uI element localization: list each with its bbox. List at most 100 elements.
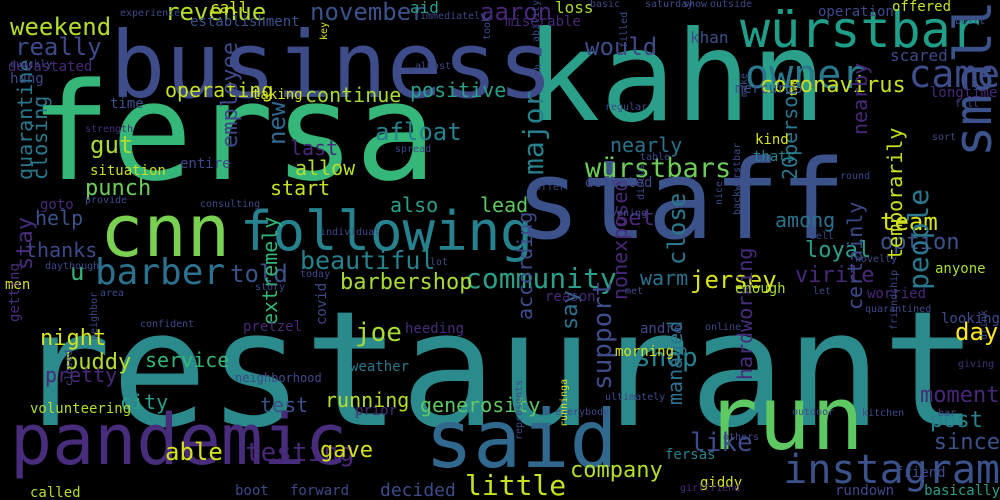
word-106: defeated [585,175,653,191]
word-17: beautiful [300,246,436,275]
word-109: goto [40,197,74,213]
word-145: experience [120,8,181,19]
word-58: night [40,326,107,351]
word-190: friendship [889,269,900,330]
word-8: cnn [100,189,231,273]
word-117: morning [615,344,675,360]
word-97: devastated [8,59,93,75]
word-19: november [310,0,426,26]
word-158: round [840,171,871,182]
word-46: set [615,206,655,231]
word-93: loss [555,0,594,17]
word-138: operation [818,4,894,20]
word-5: run [705,367,864,470]
word-1: fersa [30,54,437,211]
word-21: really [15,33,102,61]
word-144: immediately [420,11,487,22]
word-142: almost [415,61,452,72]
word-111: getting [7,262,23,322]
word-18: würstbars [585,153,732,184]
word-131: enough [735,281,786,297]
word-32: allow [295,156,356,180]
word-175: sort [932,132,957,143]
word-168: others [723,432,760,443]
word-63: nonexposed [608,179,632,300]
word-44: also [390,193,439,217]
word-177: ability [531,0,542,43]
word-3: staff [515,136,847,264]
word-116: heeding [405,321,465,337]
word-80: decided [380,480,456,500]
word-69: like [690,428,753,458]
word-166: ultimately [605,392,666,403]
word-169: outdoor [792,407,835,418]
word-150: lot [430,257,449,268]
word-176: key [319,21,330,40]
word-184: closed [64,349,75,386]
word-26: operating [165,78,274,102]
word-128: forward [290,483,350,499]
word-185: neighborhood [235,371,322,385]
word-23: aaron [480,0,553,26]
word-126: giddy [700,475,743,491]
word-164: met [625,286,644,297]
word-71: service [145,348,230,372]
word-12: owner [745,52,866,98]
word-40: help [35,206,84,230]
word-43: u [70,258,85,286]
word-35: punch [85,176,152,201]
word-101: miserable [505,14,581,30]
word-61: shop [635,343,698,373]
word-66: moment [920,383,1000,408]
word-51: told [230,260,288,288]
word-130: pretzel [243,319,303,335]
word-9: following [240,200,533,263]
word-121: looking [940,311,1000,327]
word-170: kitchen [862,408,905,419]
word-171: bar [938,408,957,419]
word-15: barber [95,252,226,293]
word-118: andre [640,321,683,337]
word-119: anyone [935,261,986,277]
word-41: thanks [25,238,98,262]
word-92: aid [410,0,439,17]
word-24: would [585,33,658,61]
word-140: built [955,16,986,27]
word-114: weather [350,359,410,375]
word-20: weekend [10,13,112,41]
word-156: offer [535,182,566,193]
word-107: entire [180,156,231,172]
word-27: continue [305,83,402,107]
word-183: neighbor [89,291,100,340]
word-99: time [110,96,144,112]
word-98: hung [10,71,44,87]
word-178: took [482,15,493,40]
word-85: extremely [258,216,282,325]
word-188: discus [636,163,647,200]
word-135: saturday [645,0,694,10]
word-68: since [933,430,1000,455]
word-149: individual [320,227,381,238]
word-72: city [120,390,169,414]
word-65: day [955,318,999,346]
word-73: pretty [45,363,118,387]
word-76: generosity [420,393,541,417]
word-50: option [880,230,960,255]
word-0: restaurant [15,276,979,463]
word-181: two [789,78,800,97]
word-173: drink [979,309,990,340]
word-182: make [739,72,750,97]
word-10: würstbar [740,1,981,59]
word-129: called [30,485,81,500]
word-67: post [930,408,983,433]
word-143: filled [619,11,630,48]
word-84: hardworking [733,247,757,380]
word-102: establishment [190,14,300,30]
word-163: let [813,286,832,297]
word-125: fersas [665,447,716,463]
word-146: strength [85,124,134,135]
word-31: last [290,136,339,160]
word-159: evening [605,208,648,219]
word-174: full [955,99,980,110]
